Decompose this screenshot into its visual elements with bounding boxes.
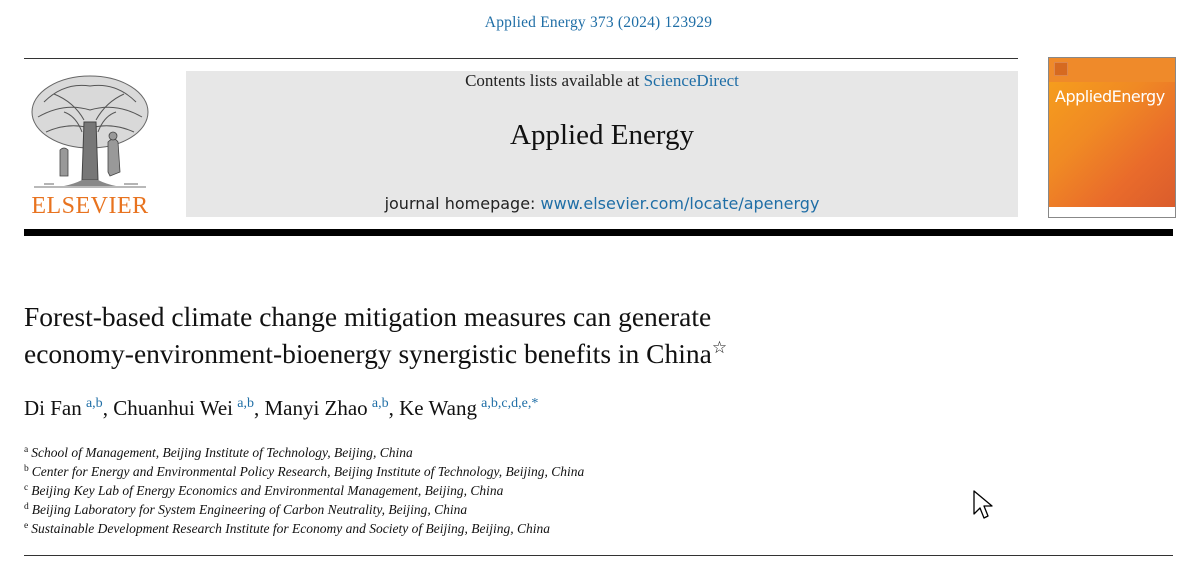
- affiliation-list: a School of Management, Beijing Institute…: [24, 443, 584, 538]
- contents-prefix: Contents lists available at: [465, 71, 644, 90]
- affiliation-item: e Sustainable Development Research Instit…: [24, 519, 584, 538]
- title-footnote-star[interactable]: ☆: [711, 337, 728, 357]
- affiliation-item: b Center for Energy and Environmental Pol…: [24, 462, 584, 481]
- elsevier-wordmark: ELSEVIER: [31, 193, 149, 219]
- affiliation-mark: a: [24, 445, 29, 455]
- journal-homepage-link[interactable]: www.elsevier.com/locate/apenergy: [540, 194, 820, 213]
- affiliation-mark: d: [24, 502, 29, 512]
- sciencedirect-link[interactable]: ScienceDirect: [643, 71, 739, 90]
- article-title-line-1: Forest-based climate change mitigation m…: [24, 301, 712, 332]
- author-name[interactable]: Manyi Zhao: [264, 396, 368, 420]
- author-affiliation-marks[interactable]: a,b: [85, 396, 103, 411]
- journal-homepage-line: journal homepage: www.elsevier.com/locat…: [186, 194, 1018, 213]
- article-title: Forest-based climate change mitigation m…: [24, 298, 924, 372]
- affiliation-item: c Beijing Key Lab of Energy Economics and…: [24, 481, 584, 500]
- elsevier-tree-icon: [31, 75, 149, 188]
- affiliation-mark: b: [24, 464, 29, 474]
- journal-citation[interactable]: Applied Energy 373 (2024) 123929: [484, 14, 713, 31]
- affiliation-text: Beijing Key Lab of Energy Economics and …: [31, 483, 504, 498]
- author-list: Di Fan a,b, Chuanhui Wei a,b, Manyi Zhao…: [24, 396, 539, 420]
- affiliation-text: Center for Energy and Environmental Poli…: [31, 464, 585, 479]
- affiliation-item: d Beijing Laboratory for System Engineeri…: [24, 500, 584, 519]
- cover-elsevier-mini-icon: [1054, 62, 1068, 76]
- journal-cover-thumbnail[interactable]: AppliedEnergy: [1048, 57, 1176, 218]
- author-affiliation-marks[interactable]: a,b,c,d,e,*: [481, 396, 539, 411]
- cover-title: AppliedEnergy: [1055, 87, 1165, 106]
- journal-masthead: Contents lists available at ScienceDirec…: [186, 71, 1018, 217]
- journal-title[interactable]: Applied Energy: [510, 119, 694, 151]
- affiliation-item: a School of Management, Beijing Institute…: [24, 443, 584, 462]
- author-name[interactable]: Chuanhui Wei: [113, 396, 234, 420]
- author-affiliation-marks[interactable]: a,b: [371, 396, 389, 411]
- section-rule: [24, 555, 1173, 556]
- affiliation-mark: e: [24, 521, 29, 531]
- elsevier-logo[interactable]: ELSEVIER: [24, 72, 156, 220]
- author-affiliation-marks[interactable]: a,b: [237, 396, 254, 411]
- masthead-thick-rule: [24, 229, 1173, 236]
- homepage-prefix: journal homepage:: [384, 194, 541, 213]
- mouse-pointer-icon: [973, 490, 995, 525]
- affiliation-text: Sustainable Development Research Institu…: [31, 521, 550, 536]
- contents-available-line: Contents lists available at ScienceDirec…: [186, 71, 1018, 91]
- affiliation-mark: c: [24, 483, 29, 493]
- cover-top-band: [1049, 58, 1175, 82]
- header-rule: [24, 58, 1018, 59]
- author-name[interactable]: Di Fan: [24, 396, 82, 420]
- author-name[interactable]: Ke Wang: [399, 396, 477, 420]
- affiliation-text: School of Management, Beijing Institute …: [31, 445, 413, 460]
- cover-bottom-band: [1049, 207, 1175, 217]
- affiliation-text: Beijing Laboratory for System Engineerin…: [31, 502, 468, 517]
- article-title-line-2: economy-environment-bioenergy synergisti…: [24, 338, 712, 369]
